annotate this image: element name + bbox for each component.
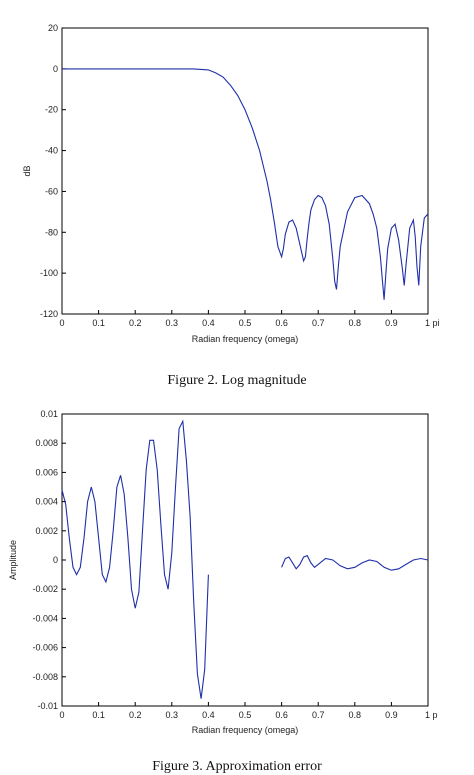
y-tick-label: -120 [40, 309, 58, 319]
x-tick-label: 0.3 [166, 710, 179, 720]
x-tick-label: 0.9 [385, 318, 398, 328]
chart1-plot-frame [61, 27, 429, 315]
chart2-y-ticks: -0.01 -0.008 -0.006 -0.004 -0.002 0 0.002 0.004… [32, 409, 66, 711]
x-tick-label: 0 [59, 318, 64, 328]
y-tick-label: -60 [45, 186, 58, 196]
y-tick-label: 0.004 [35, 497, 58, 507]
chart-approximation-error: 0 0.1 0.2 0.3 0.4 0.5 0.6 0.7 0.8 0.9 1 p -0.01-0.… [8, 409, 438, 774]
x-tick-label: 0.6 [275, 318, 288, 328]
y-tick-label: 0.002 [35, 526, 58, 536]
chart1-series [62, 68, 429, 300]
chart2-x-ticks: 0 0.1 0.2 0.3 0.4 0.5 0.6 0.7 0.8 0.9 1 p [59, 702, 438, 720]
y-tick-label: 0 [53, 64, 58, 74]
series-line-0 [61, 419, 209, 699]
x-tick-label: 0.8 [349, 710, 362, 720]
x-tick-label: 1 pi [425, 318, 440, 328]
x-tick-label: 0.2 [129, 318, 142, 328]
x-tick-label: 0.4 [202, 710, 215, 720]
y-tick-label: -20 [45, 105, 58, 115]
y-tick-label: 0.006 [35, 467, 58, 477]
y-tick-label: 0.01 [40, 409, 58, 419]
x-tick-label: 0.5 [239, 318, 252, 328]
chart1-xlabel: Radian frequency (omega) [192, 334, 299, 344]
series-line-0 [62, 68, 429, 300]
chart2-plot-frame [61, 413, 429, 707]
x-tick-label: 0.4 [202, 318, 215, 328]
y-tick-label: -0.002 [32, 584, 58, 594]
y-tick-label: -0.008 [32, 672, 58, 682]
x-tick-label: 0.2 [129, 710, 142, 720]
x-tick-label: 0.7 [312, 318, 325, 328]
y-tick-label: -0.01 [37, 701, 58, 711]
x-tick-label: 0.7 [312, 710, 325, 720]
chart2-series [61, 419, 429, 699]
chart1-x-ticks: 0 0.1 0.2 0.3 0.4 0.5 0.6 0.7 0.8 0.9 1 pi [59, 310, 440, 328]
chart2-ylabel: Amplitude [8, 540, 18, 580]
y-tick-label: -100 [40, 268, 58, 278]
x-tick-label: 0.8 [349, 318, 362, 328]
x-tick-label: 1 p [425, 710, 438, 720]
x-tick-label: 0.5 [239, 710, 252, 720]
x-tick-label: 0.6 [275, 710, 288, 720]
chart1-ylabel: dB [22, 165, 32, 176]
y-tick-label: -0.006 [32, 643, 58, 653]
series-line-1 [281, 554, 429, 571]
x-tick-label: 0.3 [166, 318, 179, 328]
chart2-caption: Figure 3. Approximation error [152, 759, 322, 774]
x-tick-label: 0.1 [92, 710, 105, 720]
y-tick-label: 0 [53, 555, 58, 565]
y-tick-label: 0.008 [35, 438, 58, 448]
y-tick-label: -80 [45, 227, 58, 237]
chart2-xlabel: Radian frequency (omega) [192, 725, 299, 735]
x-tick-label: 0 [59, 710, 64, 720]
chart-log-magnitude: 0 0.1 0.2 0.3 0.4 0.5 0.6 0.7 0.8 0.9 1 pi -120 -10… [22, 23, 440, 388]
x-tick-label: 0.1 [92, 318, 105, 328]
y-tick-label: 20 [48, 23, 58, 33]
chart1-caption: Figure 2. Log magnitude [167, 373, 306, 388]
y-tick-label: -40 [45, 146, 58, 156]
x-tick-label: 0.9 [385, 710, 398, 720]
y-tick-label: -0.004 [32, 613, 58, 623]
chart1-y-ticks: -120 -100 -80 -60 -40 -20 0 20 [40, 23, 66, 319]
